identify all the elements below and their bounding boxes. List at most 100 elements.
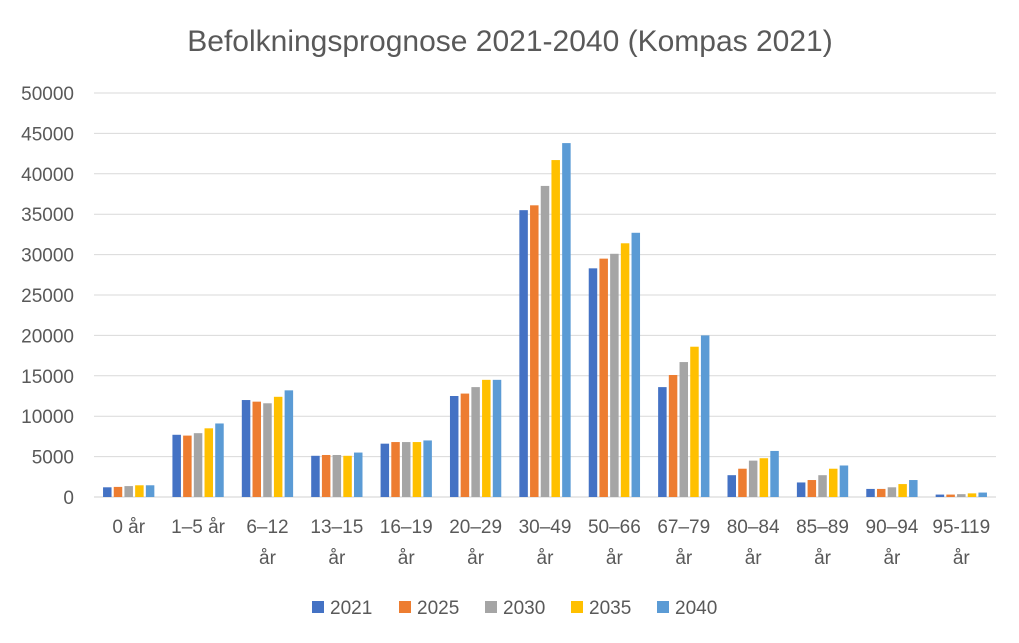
bar-2040-9 bbox=[770, 450, 779, 497]
bar-2021-7 bbox=[588, 268, 598, 497]
bar-2021-12 bbox=[935, 494, 945, 497]
bar-2040-3 bbox=[353, 452, 363, 497]
x-tick-label: 6–12 bbox=[246, 517, 288, 538]
bar-2035-4 bbox=[412, 442, 422, 497]
bar-2030-3 bbox=[332, 454, 342, 497]
y-tick-label: 25000 bbox=[21, 286, 74, 307]
legend-label-2040: 2040 bbox=[675, 598, 717, 619]
x-tick-label: år bbox=[814, 548, 832, 569]
x-tick-label: år bbox=[467, 548, 485, 569]
bar-2030-12 bbox=[957, 494, 966, 497]
y-tick-label: 45000 bbox=[21, 124, 74, 145]
legend-label-2025: 2025 bbox=[417, 598, 459, 619]
legend-swatch-2035 bbox=[571, 601, 583, 613]
bar-2030-9 bbox=[748, 460, 758, 497]
bar-2025-11 bbox=[876, 488, 886, 497]
bar-2021-10 bbox=[796, 482, 806, 497]
bar-2021-1 bbox=[172, 434, 181, 497]
bar-2025-5 bbox=[460, 393, 470, 497]
bar-2021-6 bbox=[519, 210, 528, 497]
bar-2035-3 bbox=[343, 455, 352, 497]
bar-2035-12 bbox=[967, 493, 977, 497]
bar-2030-2 bbox=[263, 403, 272, 497]
bar-2025-12 bbox=[946, 494, 955, 497]
bar-2030-11 bbox=[887, 487, 897, 497]
y-tick-label: 40000 bbox=[21, 165, 74, 186]
x-tick-label: år bbox=[745, 548, 763, 569]
x-tick-label: år bbox=[398, 548, 416, 569]
bar-2035-11 bbox=[898, 484, 907, 497]
bar-2040-2 bbox=[284, 390, 294, 497]
bar-2030-8 bbox=[679, 362, 689, 497]
bar-2021-9 bbox=[727, 475, 737, 497]
x-tick-label: år bbox=[606, 548, 624, 569]
x-tick-label: 85–89 bbox=[796, 517, 849, 538]
bar-2035-0 bbox=[135, 485, 144, 497]
bars bbox=[103, 143, 987, 498]
bar-2035-10 bbox=[828, 468, 838, 497]
legend-swatch-2030 bbox=[485, 601, 497, 613]
legend-swatch-2021 bbox=[312, 601, 324, 613]
bar-2035-5 bbox=[482, 379, 491, 497]
bar-2021-5 bbox=[449, 396, 459, 497]
x-tick-label: 50–66 bbox=[588, 517, 641, 538]
x-tick-label: år bbox=[537, 548, 555, 569]
x-tick-label: 30–49 bbox=[519, 517, 572, 538]
chart-title: Befolkningsprognose 2021-2040 (Kompas 20… bbox=[187, 25, 832, 58]
y-tick-label: 5000 bbox=[32, 448, 74, 469]
y-tick-label: 35000 bbox=[21, 205, 74, 226]
bar-2030-1 bbox=[193, 433, 203, 497]
bar-2030-5 bbox=[471, 387, 480, 497]
bar-2035-7 bbox=[620, 243, 630, 497]
x-tick-label: 80–84 bbox=[727, 517, 780, 538]
bar-2040-5 bbox=[492, 379, 502, 497]
x-tick-label: 20–29 bbox=[449, 517, 502, 538]
x-tick-label: 95-119 bbox=[932, 517, 990, 538]
bar-2025-6 bbox=[530, 205, 539, 497]
legend-label-2035: 2035 bbox=[589, 598, 631, 619]
x-tick-label: år bbox=[953, 548, 971, 569]
bar-2040-0 bbox=[145, 485, 155, 497]
bar-2040-7 bbox=[631, 232, 641, 497]
y-tick-label: 0 bbox=[63, 488, 74, 509]
bar-2021-2 bbox=[241, 400, 251, 497]
legend-swatch-2040 bbox=[657, 601, 669, 613]
bar-2040-8 bbox=[700, 335, 710, 497]
y-tick-label: 50000 bbox=[21, 84, 74, 105]
y-tick-label: 15000 bbox=[21, 367, 74, 388]
bar-2025-2 bbox=[252, 401, 262, 497]
legend-swatch-2025 bbox=[399, 601, 411, 613]
bar-2030-6 bbox=[540, 185, 550, 498]
y-tick-label: 30000 bbox=[21, 246, 74, 267]
legend: 2021 2025 2030 2035 2040 bbox=[312, 598, 717, 619]
x-tick-label: 13–15 bbox=[310, 517, 363, 538]
bar-2040-6 bbox=[562, 143, 571, 497]
bar-2021-11 bbox=[866, 488, 875, 497]
x-tick-label: år bbox=[259, 548, 277, 569]
x-tick-label: 16–19 bbox=[380, 517, 433, 538]
bar-2021-3 bbox=[311, 455, 320, 497]
bar-2040-12 bbox=[978, 492, 987, 497]
bar-2030-10 bbox=[818, 475, 827, 497]
y-axis-tick-labels: 0 5000 10000 15000 20000 25000 30000 35000 40000… bbox=[21, 84, 74, 509]
legend-label-2030: 2030 bbox=[503, 598, 545, 619]
bar-2025-0 bbox=[113, 486, 123, 497]
bar-2030-0 bbox=[124, 486, 133, 497]
y-tick-label: 10000 bbox=[21, 407, 74, 428]
bar-2025-1 bbox=[183, 435, 192, 497]
bar-2025-10 bbox=[807, 480, 817, 497]
bar-2035-1 bbox=[204, 428, 214, 497]
x-axis-tick-labels: 0 år 1–5 år 6–12 år 13–15 år 16–19 år 20–29 år 30–… bbox=[112, 517, 990, 569]
bar-2021-4 bbox=[380, 443, 390, 497]
bar-2030-7 bbox=[610, 253, 619, 497]
bar-2035-9 bbox=[759, 458, 769, 497]
legend-label-2021: 2021 bbox=[330, 598, 372, 619]
bar-2035-6 bbox=[551, 160, 560, 497]
bar-2021-0 bbox=[103, 487, 112, 497]
bar-2040-4 bbox=[423, 440, 432, 497]
bar-2021-8 bbox=[658, 387, 667, 497]
bar-2025-9 bbox=[738, 468, 747, 497]
x-tick-label: år bbox=[328, 548, 346, 569]
